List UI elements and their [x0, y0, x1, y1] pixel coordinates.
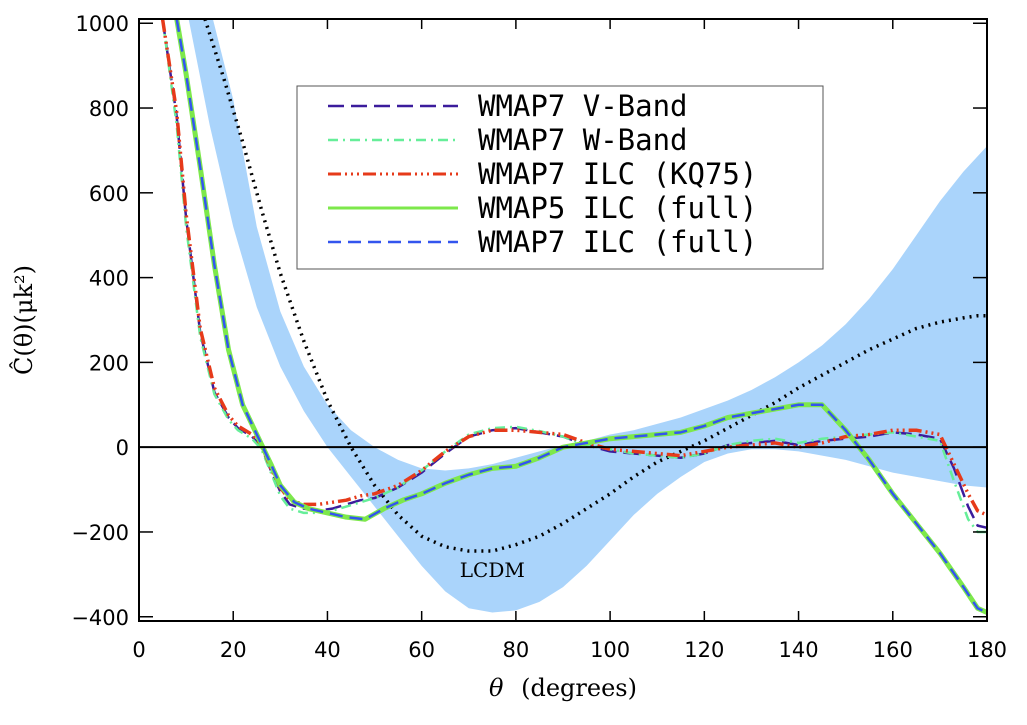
x-tick-label: 20: [220, 638, 247, 662]
y-tick-label: −200: [71, 521, 129, 545]
x-axis-title-symbol: θ: [489, 674, 504, 702]
y-tick-label: 1000: [76, 12, 129, 36]
legend-entry-wmap7-ilc-full: WMAP7 ILC (full): [328, 225, 757, 259]
legend-entry-wmap7-v-band: WMAP7 V-Band: [328, 89, 688, 123]
x-axis-title-text: (degrees): [521, 674, 637, 702]
legend-label: WMAP7 V-Band: [478, 89, 688, 123]
band-layer: [188, 19, 987, 613]
y-tick-label: 600: [89, 182, 129, 206]
y-tick-label: 0: [116, 436, 129, 460]
x-tick-label: 160: [873, 638, 913, 662]
legend-entry-wmap5-ilc-full: WMAP5 ILC (full): [328, 191, 757, 225]
series-wmap7-ilc-kq75: [160, 19, 987, 517]
y-tick-label: 400: [89, 267, 129, 291]
x-axis-title: θ (degrees): [489, 674, 637, 702]
x-tick-label: 120: [684, 638, 724, 662]
legend-label: WMAP7 ILC (full): [478, 225, 757, 259]
series-wmap7-w-band: [161, 19, 987, 534]
lcdm-band: [188, 19, 987, 613]
series-wmap7-ilc-full: [175, 19, 987, 614]
x-tick-label: 80: [503, 638, 530, 662]
x-axis: 0 20 40 60 80 100 120 140 160 180: [132, 19, 1007, 662]
lcdm-annotation: LCDM: [460, 558, 525, 582]
legend-label: WMAP7 W-Band: [478, 123, 688, 157]
x-tick-label: 180: [967, 638, 1007, 662]
y-tick-label: 800: [89, 97, 129, 121]
x-tick-label: 40: [314, 638, 341, 662]
y-tick-label: −400: [71, 606, 129, 630]
legend-box: [296, 85, 824, 270]
plot-frame: [138, 18, 988, 622]
legend-label: WMAP7 ILC (KQ75): [478, 157, 757, 191]
x-tick-label: 60: [408, 638, 435, 662]
legend-entry-wmap7-ilc-kq75: WMAP7 ILC (KQ75): [328, 157, 757, 191]
legend-label: WMAP5 ILC (full): [478, 191, 757, 225]
legend-entry-wmap7-w-band: WMAP7 W-Band: [328, 123, 688, 157]
x-tick-label: 100: [590, 638, 630, 662]
y-axis: −400 −200 0 200 400 600 800 1000: [71, 12, 987, 630]
x-tick-label: 140: [779, 638, 819, 662]
y-axis-title: Ĉ(θ)(μk²): [9, 265, 38, 375]
y-tick-label: 200: [89, 351, 129, 375]
series-layer: [160, 19, 987, 615]
x-tick-label: 0: [132, 638, 145, 662]
